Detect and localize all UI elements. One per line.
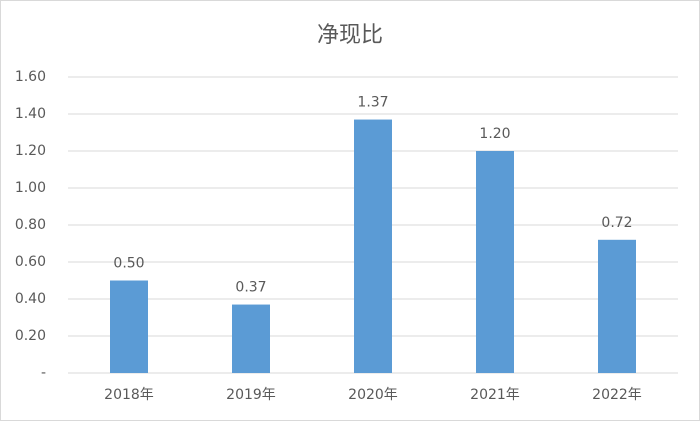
value-label: 0.72 <box>601 215 632 231</box>
y-tick-label: - <box>41 365 46 381</box>
y-tick-label: 1.20 <box>15 143 46 159</box>
bar <box>232 304 270 373</box>
x-tick-label: 2021年 <box>470 387 520 403</box>
bar <box>354 119 392 373</box>
chart-title: 净现比 <box>317 23 383 48</box>
y-tick-label: 1.00 <box>15 180 46 196</box>
value-label: 0.50 <box>113 256 144 272</box>
y-tick-label: 0.40 <box>15 291 46 307</box>
x-tick-label: 2020年 <box>348 387 398 403</box>
value-label: 0.37 <box>235 280 266 296</box>
y-tick-label: 0.20 <box>15 328 46 344</box>
x-tick-label: 2019年 <box>226 387 276 403</box>
y-tick-label: 1.40 <box>15 106 46 122</box>
y-tick-label: 0.60 <box>15 254 46 270</box>
bar <box>598 239 636 373</box>
x-tick-label: 2022年 <box>592 387 642 403</box>
bar <box>476 151 514 373</box>
value-label: 1.20 <box>479 126 510 142</box>
bar <box>110 280 148 373</box>
value-label: 1.37 <box>357 95 388 111</box>
y-tick-label: 0.80 <box>15 217 46 233</box>
x-tick-label: 2018年 <box>104 387 154 403</box>
y-tick-label: 1.60 <box>15 69 46 85</box>
